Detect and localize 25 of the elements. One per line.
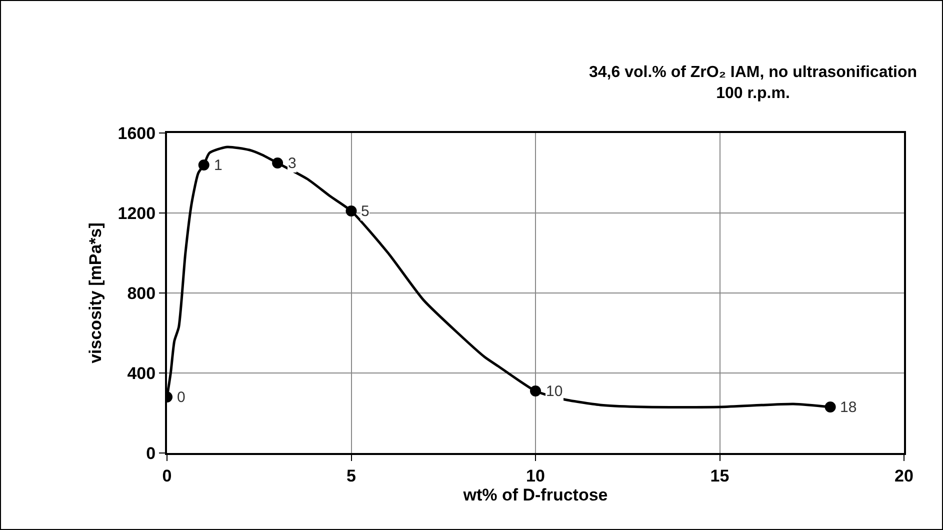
x-tick-label: 15 — [710, 466, 730, 486]
x-tick-label: 5 — [346, 466, 356, 486]
x-axis-title: wt% of D-fructose — [462, 485, 608, 504]
y-tick-label: 400 — [127, 364, 156, 383]
point — [530, 386, 541, 396]
y-tick-label: 800 — [127, 284, 156, 303]
x-tick-label: 0 — [162, 466, 172, 486]
annotation: 18 — [840, 399, 857, 416]
annotation: 0 — [177, 389, 186, 406]
y-axis-title: viscosity [mPa*s] — [86, 222, 105, 364]
x-tick-label: 20 — [894, 466, 914, 486]
annotation: 1 — [214, 157, 222, 174]
y-tick-label: 0 — [146, 444, 156, 463]
x-tick-label: 10 — [526, 466, 545, 486]
point — [824, 402, 836, 412]
annotation: 10 — [546, 383, 563, 400]
y-tick-label: 1200 — [118, 204, 156, 223]
chart-title: 34,6 vol.% of ZrO₂ IAM, no ultrasonification — [589, 64, 918, 81]
annotation: 3 — [288, 155, 296, 172]
point — [346, 206, 357, 216]
annotation: 5 — [361, 203, 370, 220]
chart-subtitle: 100 r.p.m. — [716, 84, 790, 102]
y-tick-label: 1600 — [118, 124, 156, 143]
point — [198, 160, 210, 170]
point — [272, 158, 284, 168]
